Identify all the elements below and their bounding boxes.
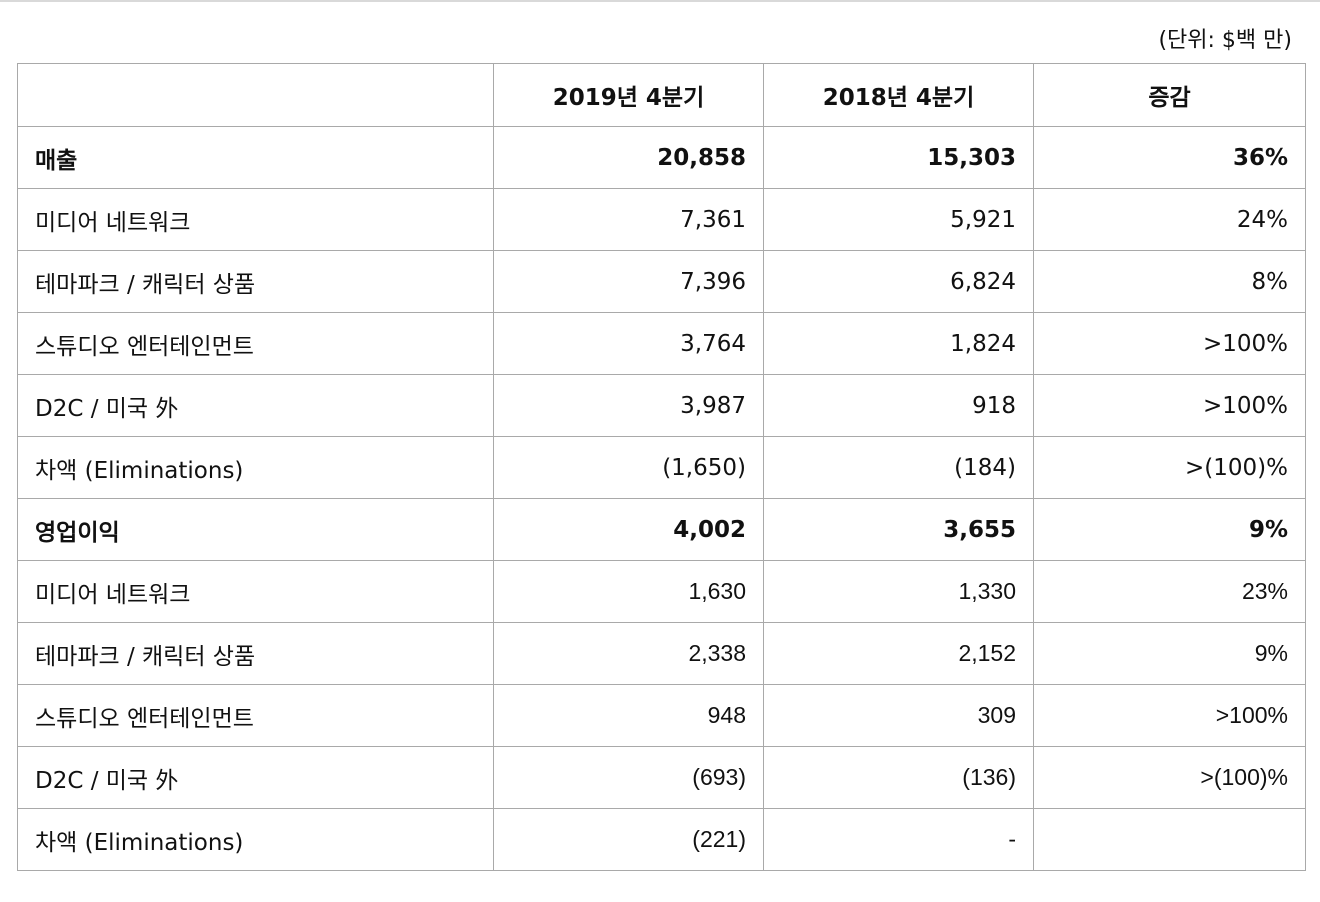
- value-2019: 7,396: [493, 250, 764, 313]
- row-label: D2C / 미국 外: [17, 746, 494, 809]
- table-row: 테마파크 / 캐릭터 상품 7,396 6,824 8%: [17, 250, 1306, 313]
- value-2018: 309: [763, 684, 1034, 747]
- table-row: 스튜디오 엔터테인먼트 948 309 >100%: [17, 684, 1306, 747]
- value-change: >100%: [1033, 312, 1306, 375]
- table-row: D2C / 미국 外 3,987 918 >100%: [17, 374, 1306, 437]
- header-2019-q4: 2019년 4분기: [493, 63, 764, 127]
- header-change: 증감: [1033, 63, 1306, 127]
- value-change: >(100)%: [1033, 746, 1306, 809]
- value-change: >(100)%: [1033, 436, 1306, 499]
- value-change: 23%: [1033, 560, 1306, 623]
- value-2019: (221): [493, 808, 764, 871]
- row-label: 테마파크 / 캐릭터 상품: [17, 250, 494, 313]
- top-divider: [0, 0, 1320, 2]
- revenue-total-row: 매출 20,858 15,303 36%: [17, 126, 1306, 189]
- financial-table: 2019년 4분기 2018년 4분기 증감 매출 20,858 15,303 …: [17, 63, 1306, 871]
- header-2018-q4: 2018년 4분기: [763, 63, 1034, 127]
- value-change: 9%: [1033, 622, 1306, 685]
- value-change: >100%: [1033, 374, 1306, 437]
- row-label: 매출: [17, 126, 494, 189]
- table-row: 차액 (Eliminations) (221) -: [17, 808, 1306, 871]
- value-2018: 3,655: [763, 498, 1034, 561]
- value-change: 24%: [1033, 188, 1306, 251]
- header-label-cell: [17, 63, 494, 127]
- value-2019: 4,002: [493, 498, 764, 561]
- value-2018: (184): [763, 436, 1034, 499]
- value-change: 8%: [1033, 250, 1306, 313]
- header-row: 2019년 4분기 2018년 4분기 증감: [17, 63, 1306, 127]
- value-2019: 3,987: [493, 374, 764, 437]
- row-label: 차액 (Eliminations): [17, 808, 494, 871]
- operating-income-total-row: 영업이익 4,002 3,655 9%: [17, 498, 1306, 561]
- table-row: 스튜디오 엔터테인먼트 3,764 1,824 >100%: [17, 312, 1306, 375]
- value-2018: (136): [763, 746, 1034, 809]
- table-row: 차액 (Eliminations) (1,650) (184) >(100)%: [17, 436, 1306, 499]
- value-change: 9%: [1033, 498, 1306, 561]
- value-change: [1033, 808, 1306, 871]
- value-2019: (693): [493, 746, 764, 809]
- unit-note: (단위: $백 만): [1158, 28, 1292, 53]
- value-2019: 3,764: [493, 312, 764, 375]
- row-label: D2C / 미국 外: [17, 374, 494, 437]
- row-label: 스튜디오 엔터테인먼트: [17, 684, 494, 747]
- value-2019: 2,338: [493, 622, 764, 685]
- value-change: 36%: [1033, 126, 1306, 189]
- value-2018: 15,303: [763, 126, 1034, 189]
- value-2019: 1,630: [493, 560, 764, 623]
- table-row: 미디어 네트워크 7,361 5,921 24%: [17, 188, 1306, 251]
- value-2019: 7,361: [493, 188, 764, 251]
- value-2019: (1,650): [493, 436, 764, 499]
- value-2018: 2,152: [763, 622, 1034, 685]
- row-label: 스튜디오 엔터테인먼트: [17, 312, 494, 375]
- value-2019: 948: [493, 684, 764, 747]
- value-2018: 1,330: [763, 560, 1034, 623]
- table-row: 미디어 네트워크 1,630 1,330 23%: [17, 560, 1306, 623]
- row-label: 영업이익: [17, 498, 494, 561]
- table-row: D2C / 미국 外 (693) (136) >(100)%: [17, 746, 1306, 809]
- value-2018: -: [763, 808, 1034, 871]
- value-2018: 5,921: [763, 188, 1034, 251]
- value-2018: 1,824: [763, 312, 1034, 375]
- row-label: 테마파크 / 캐릭터 상품: [17, 622, 494, 685]
- value-2018: 6,824: [763, 250, 1034, 313]
- value-2018: 918: [763, 374, 1034, 437]
- value-2019: 20,858: [493, 126, 764, 189]
- row-label: 미디어 네트워크: [17, 188, 494, 251]
- row-label: 차액 (Eliminations): [17, 436, 494, 499]
- table-row: 테마파크 / 캐릭터 상품 2,338 2,152 9%: [17, 622, 1306, 685]
- row-label: 미디어 네트워크: [17, 560, 494, 623]
- value-change: >100%: [1033, 684, 1306, 747]
